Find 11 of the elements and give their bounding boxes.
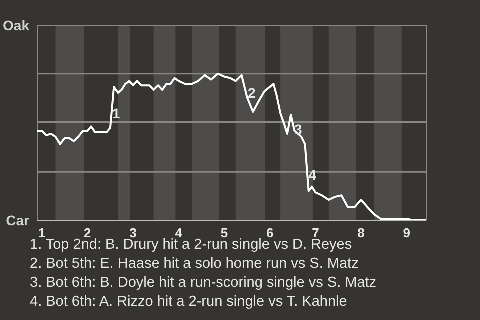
text: Oak [3,18,30,34]
annotation: 4 [308,167,317,184]
annotation: 3 [294,122,302,138]
text: 4. Bot 6th: A. Rizzo hit a 2-run single vs T. Kahnle [30,293,348,312]
annotation: 2 [248,84,256,101]
text: Car [6,212,30,228]
text: 2. Bot 5th: E. Haase hit a solo home run vs S. Matz [30,255,360,274]
text: 3. Bot 6th: B. Doyle hit a run-scoring single vs S. Matz [30,274,377,293]
x-tick-label: 8 [358,226,365,240]
annotation: 1 [112,105,120,122]
x-tick-label: 9 [403,226,411,240]
